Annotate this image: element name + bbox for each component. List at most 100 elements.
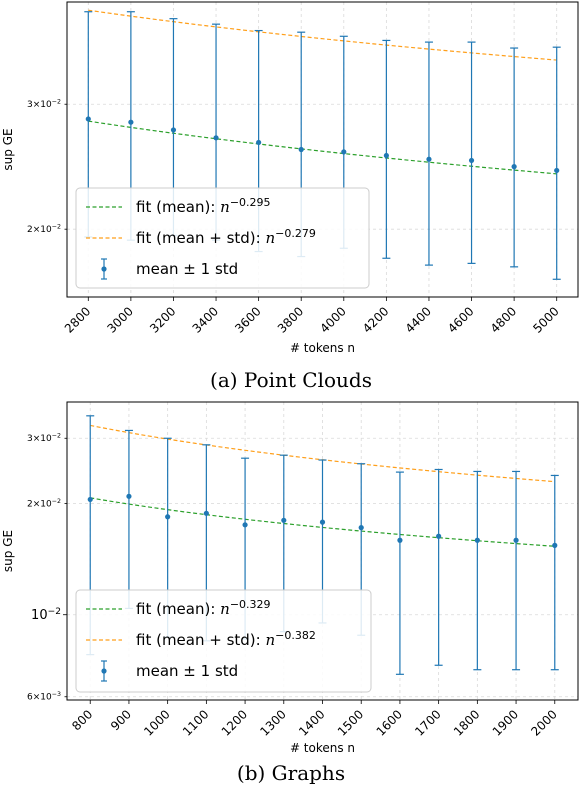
y-axis-label: sup GE <box>1 530 15 572</box>
y-tick-base: 3×10 <box>27 434 52 444</box>
legend-text: fit (mean + std): <box>136 229 266 247</box>
legend-marker <box>101 266 107 272</box>
mean-point <box>426 156 432 162</box>
y-tick-label: 6×10−3 <box>27 691 61 703</box>
mean-point <box>242 522 248 528</box>
mean-point <box>281 517 287 523</box>
x-tick-label: 3000 <box>104 304 135 335</box>
y-tick-exponent: −2 <box>52 224 61 231</box>
x-tick-label: 1900 <box>490 707 521 738</box>
y-tick-label: 2×10−2 <box>27 498 61 510</box>
x-tick-label: 4600 <box>445 304 476 335</box>
x-tick-label: 1500 <box>335 707 366 738</box>
x-tick-label: 1400 <box>296 707 327 738</box>
x-tick-label: 3800 <box>275 304 306 335</box>
x-tick-label: 1300 <box>257 707 288 738</box>
figure-caption: (b) Graphs <box>237 761 345 785</box>
y-tick-exponent: −2 <box>52 433 61 440</box>
fit-std-line <box>88 9 557 61</box>
mean-point <box>383 152 389 159</box>
y-tick-label: 3×10−2 <box>27 433 61 445</box>
y-axis-label: sup GE <box>1 128 15 170</box>
legend-text: fit (mean + std): <box>136 631 266 649</box>
legend-label: fit (mean): n−0.329 <box>136 598 271 618</box>
legend-label: mean ± 1 std <box>136 260 238 278</box>
y-tick-label: 2×10−2 <box>27 224 61 236</box>
y-tick-exponent: −3 <box>52 691 61 698</box>
mean-point <box>436 533 442 539</box>
x-tick-label: 4000 <box>317 304 348 335</box>
figure-caption: (a) Point Clouds <box>210 368 372 392</box>
legend-math-exponent: −0.279 <box>275 227 316 240</box>
x-axis-label: # tokens n <box>290 741 355 755</box>
legend-math-base: n <box>266 229 276 247</box>
mean-point <box>513 537 519 543</box>
y-tick-exponent: −2 <box>52 498 61 505</box>
y-tick-base: 6×10 <box>27 693 52 703</box>
x-tick-label: 900 <box>108 707 134 733</box>
legend-swatch-points <box>101 258 107 280</box>
mean-point <box>474 537 480 543</box>
panel-point-clouds: 2800 3000 3200 3400 3600 3800 4000 4200 4400 4600… <box>1 1 579 392</box>
mean-point <box>319 519 326 525</box>
legend-swatch-points <box>101 660 107 682</box>
y-tick-base: 10 <box>31 608 48 623</box>
legend-math-base: n <box>266 631 276 649</box>
x-tick-label: 1200 <box>219 707 250 738</box>
legend-marker <box>101 668 107 674</box>
fit-mean-line <box>88 120 557 175</box>
x-tick-label: 1100 <box>180 707 211 738</box>
mean-point <box>256 139 262 146</box>
legend-math-exponent: −0.382 <box>275 629 316 642</box>
x-tick-label: 1000 <box>141 707 172 738</box>
legend-label: fit (mean + std): n−0.382 <box>136 629 316 649</box>
legend-math-base: n <box>220 198 230 216</box>
legend-text: fit (mean): <box>136 198 220 216</box>
mean-point <box>554 167 560 174</box>
x-tick-label: 4800 <box>488 304 519 335</box>
mean-point <box>358 525 364 531</box>
legend-box <box>75 187 370 289</box>
x-tick-label: 2800 <box>62 304 93 335</box>
x-tick-label: 3400 <box>190 304 221 335</box>
panel-graphs: 800 900 1000 1100 1200 1300 1400 1500 1600 1700 18… <box>1 401 579 785</box>
mean-point <box>213 135 219 141</box>
legend-math-base: n <box>220 600 230 618</box>
x-tick-label: 1700 <box>412 707 443 738</box>
x-tick-label: 1800 <box>451 707 482 738</box>
mean-point <box>203 510 209 516</box>
legend-label: fit (mean): n−0.295 <box>136 196 271 216</box>
mean-point <box>552 542 558 548</box>
legend-box <box>75 589 372 693</box>
y-tick-base: 3×10 <box>27 100 52 110</box>
mean-point <box>126 493 132 499</box>
legend-text: fit (mean): <box>136 600 220 618</box>
mean-point <box>468 157 475 164</box>
mean-point <box>341 149 347 155</box>
legend-label: fit (mean + std): n−0.279 <box>136 227 316 247</box>
mean-point <box>165 514 171 520</box>
mean-point <box>85 116 91 122</box>
mean-point <box>170 127 177 133</box>
legend-text: mean ± 1 std <box>136 260 238 278</box>
x-tick-label: 3600 <box>232 304 263 335</box>
mean-point <box>87 496 93 503</box>
x-tick-label: 5000 <box>530 304 561 335</box>
x-axis-label: # tokens n <box>290 341 355 355</box>
y-tick-base: 2×10 <box>27 225 52 235</box>
x-tick-label: 4400 <box>403 304 434 335</box>
legend-math-exponent: −0.295 <box>230 196 271 209</box>
y-tick-exponent: −2 <box>52 99 61 106</box>
mean-point <box>298 146 304 153</box>
legend-text: mean ± 1 std <box>136 662 238 680</box>
x-tick-label: 1600 <box>374 707 405 738</box>
x-tick-label: 800 <box>69 707 95 733</box>
mean-point <box>128 119 134 125</box>
y-tick-label: 3×10−2 <box>27 99 61 111</box>
plot-frame <box>66 1 579 298</box>
y-tick-exponent: −2 <box>48 607 61 617</box>
x-tick-label: 3200 <box>147 304 178 335</box>
